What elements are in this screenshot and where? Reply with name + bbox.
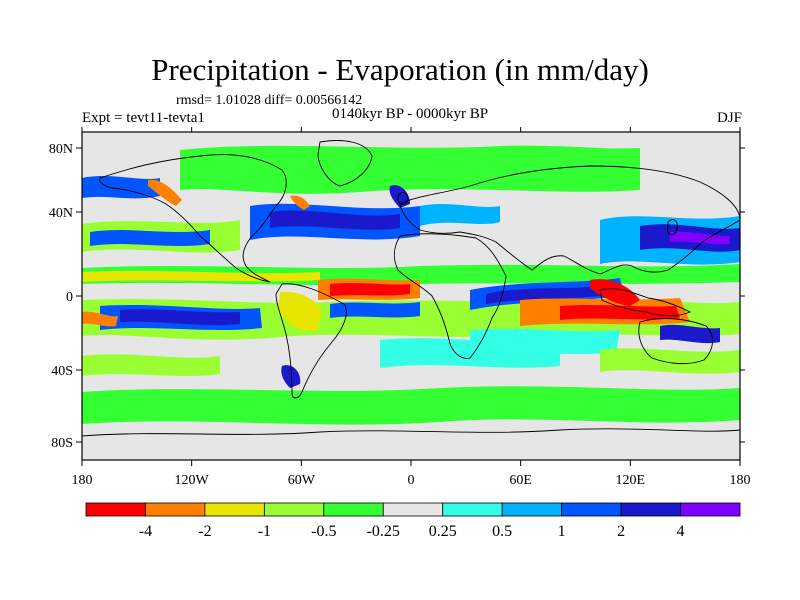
lon-tick-label: 60W xyxy=(288,473,316,488)
colorbar-swatch xyxy=(86,503,145,516)
colorbar-swatch xyxy=(383,503,442,516)
lat-tick-label: 0 xyxy=(66,290,73,305)
pe-region xyxy=(420,204,500,226)
colorbar-swatch xyxy=(324,503,383,516)
colorbar-swatch xyxy=(502,503,561,516)
pe-region xyxy=(82,386,740,424)
pe-region xyxy=(82,176,160,198)
colorbar-label: -0.25 xyxy=(367,523,400,540)
colorbar-swatch xyxy=(621,503,680,516)
colorbar-label: 2 xyxy=(617,523,625,540)
lon-tick-label: 0 xyxy=(408,473,415,488)
colorbar-label: 4 xyxy=(677,523,685,540)
colorbar-label: 1 xyxy=(558,523,566,540)
colorbar-label: 0.25 xyxy=(429,523,457,540)
colorbar: -4 -2 -1 -0.5 -0.25 0.25 0.5 1 2 4 xyxy=(86,503,740,540)
pe-region xyxy=(380,338,560,368)
colorbar-swatch xyxy=(205,503,264,516)
lat-tick-label: 80N xyxy=(49,142,73,157)
colorbar-label: -4 xyxy=(139,523,152,540)
colorbar-swatch xyxy=(145,503,204,516)
lat-tick-label: 40S xyxy=(51,364,73,379)
lon-tick-label: 180 xyxy=(730,473,751,488)
colorbar-label: -0.5 xyxy=(311,523,336,540)
colorbar-swatch xyxy=(562,503,621,516)
lon-tick-label: 120E xyxy=(616,473,646,488)
colorbar-swatch xyxy=(264,503,323,516)
pe-region xyxy=(180,146,640,194)
lat-tick-label: 80S xyxy=(51,436,73,451)
colorbar-swatch xyxy=(443,503,502,516)
lon-tick-label: 180 xyxy=(72,473,93,488)
colorbar-label: -1 xyxy=(258,523,271,540)
pe-region xyxy=(330,283,410,296)
pe-region xyxy=(90,230,210,246)
pe-region xyxy=(600,348,740,373)
lon-tick-label: 120W xyxy=(175,473,210,488)
lat-tick-label: 40N xyxy=(49,206,73,221)
pe-region xyxy=(330,302,420,318)
colorbar-label: 0.5 xyxy=(492,523,512,540)
colorbar-swatch xyxy=(681,503,740,516)
colorbar-label: -2 xyxy=(198,523,211,540)
lon-tick-label: 60E xyxy=(509,473,532,488)
